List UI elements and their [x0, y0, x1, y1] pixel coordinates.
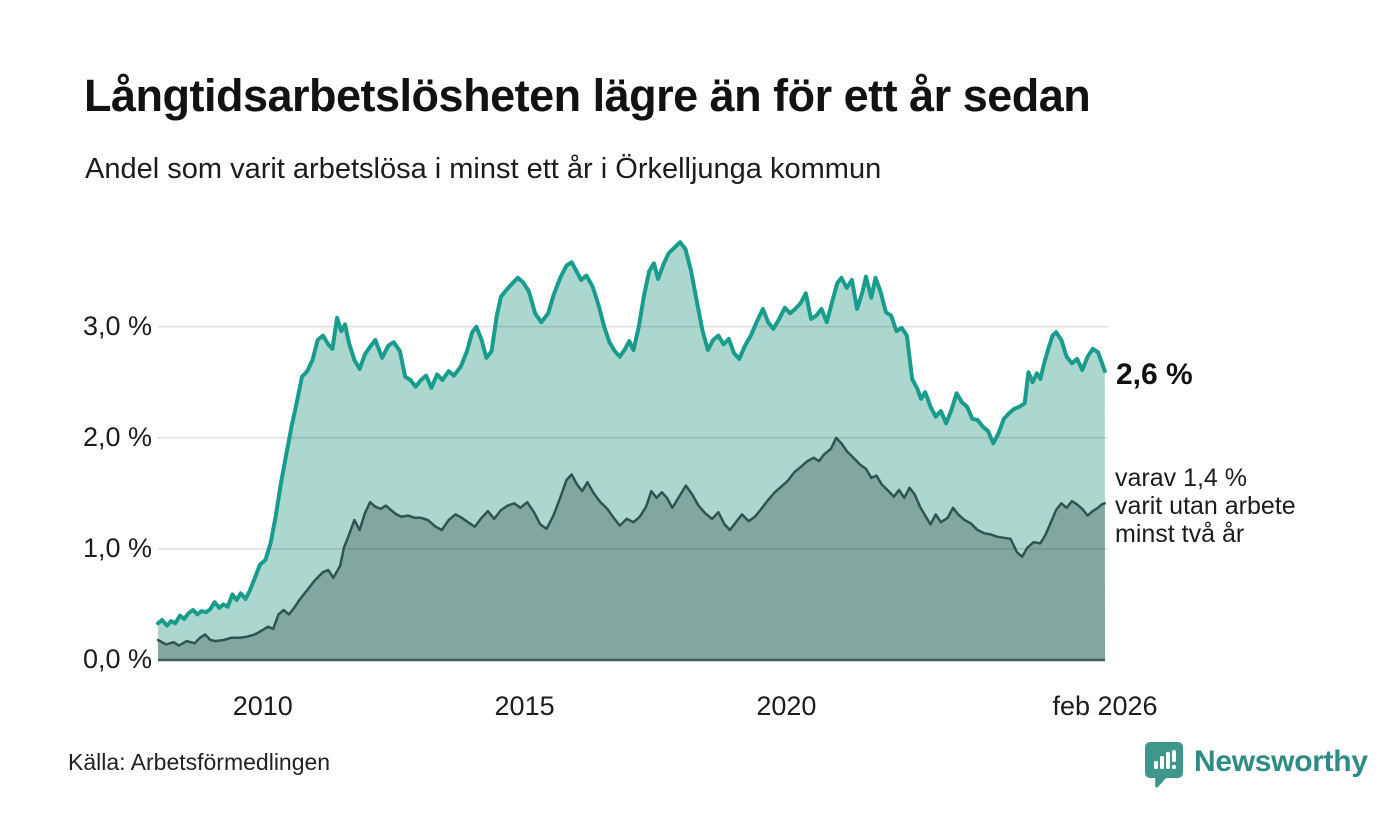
y-axis-tick-label: 2,0 % — [82, 421, 152, 452]
y-axis-tick-label: 0,0 % — [82, 644, 152, 674]
annotation-line-3: minst två år — [1115, 520, 1245, 548]
page-subtitle: Andel som varit arbetslösa i minst ett å… — [85, 153, 882, 185]
y-axis-tick-label: 1,0 % — [82, 532, 152, 563]
x-axis-tick-label: 2020 — [756, 691, 817, 721]
series-line-1 — [156, 436, 1107, 647]
x-axis-tick-label: 2015 — [494, 691, 555, 721]
x-axis-tick-label: 2010 — [232, 691, 293, 721]
page-title: Långtidsarbetslösheten lägre än för ett … — [84, 70, 1091, 121]
series-fill-1 — [158, 437, 1105, 660]
newsworthy-logo: Newsworthy — [1145, 741, 1368, 794]
latest-value-label: 2,6 % — [1116, 358, 1193, 391]
newsworthy-chart-bubble-icon — [1145, 741, 1185, 794]
series-line-0 — [156, 240, 1107, 628]
annotation-line-1: varav 1,4 % — [1115, 464, 1248, 492]
x-axis-tick-label: feb 2026 — [1052, 691, 1158, 721]
source-note: Källa: Arbetsförmedlingen — [68, 749, 331, 775]
annotation-line-2: varit utan arbete — [1115, 492, 1296, 520]
secondary-series-annotation: varav 1,4 % varit utan arbete minst två … — [1115, 464, 1296, 548]
newsworthy-logo-text: Newsworthy — [1194, 745, 1368, 778]
y-axis-tick-label: 3,0 % — [82, 310, 152, 341]
